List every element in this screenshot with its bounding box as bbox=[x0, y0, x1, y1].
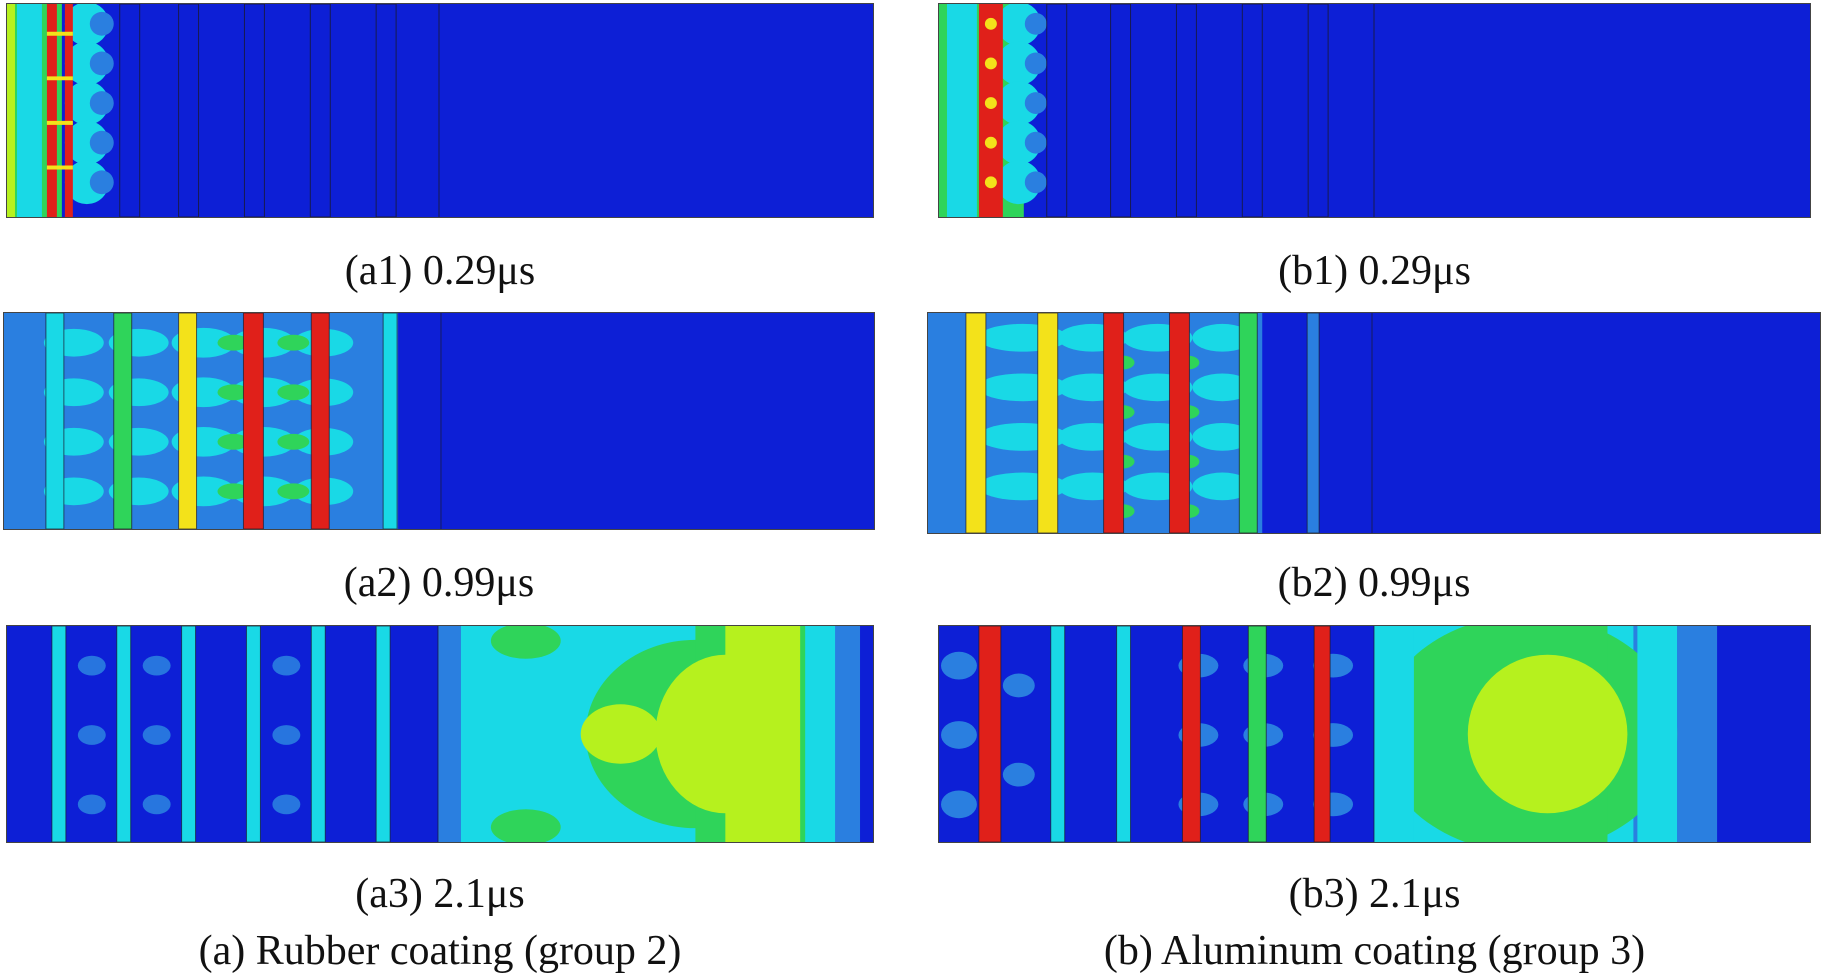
contour-panel-a3 bbox=[6, 625, 874, 843]
contour-panel-b1 bbox=[938, 3, 1811, 218]
contour-panel-a2 bbox=[3, 312, 875, 530]
caption-b3: (b3) 2.1μs bbox=[1288, 871, 1461, 917]
contour-plot-a1 bbox=[7, 4, 873, 217]
contour-panel-b3 bbox=[938, 625, 1811, 843]
contour-panel-b2 bbox=[927, 312, 1821, 534]
column-a-title: (a) Rubber coating (group 2) bbox=[198, 928, 682, 974]
contour-panel-a1 bbox=[6, 3, 874, 218]
caption-a2: (a2) 0.99μs bbox=[343, 560, 535, 606]
caption-a1: (a1) 0.29μs bbox=[344, 248, 536, 294]
contour-plot-a3 bbox=[7, 626, 873, 842]
contour-plot-b3 bbox=[939, 626, 1810, 842]
contour-plot-a2 bbox=[4, 313, 874, 529]
contour-plot-b2 bbox=[928, 313, 1820, 533]
contour-plot-b1 bbox=[939, 4, 1810, 217]
caption-a3: (a3) 2.1μs bbox=[355, 871, 525, 917]
column-b-title: (b) Aluminum coating (group 3) bbox=[1103, 928, 1646, 974]
caption-b1: (b1) 0.29μs bbox=[1278, 248, 1471, 294]
caption-b2: (b2) 0.99μs bbox=[1277, 560, 1471, 606]
